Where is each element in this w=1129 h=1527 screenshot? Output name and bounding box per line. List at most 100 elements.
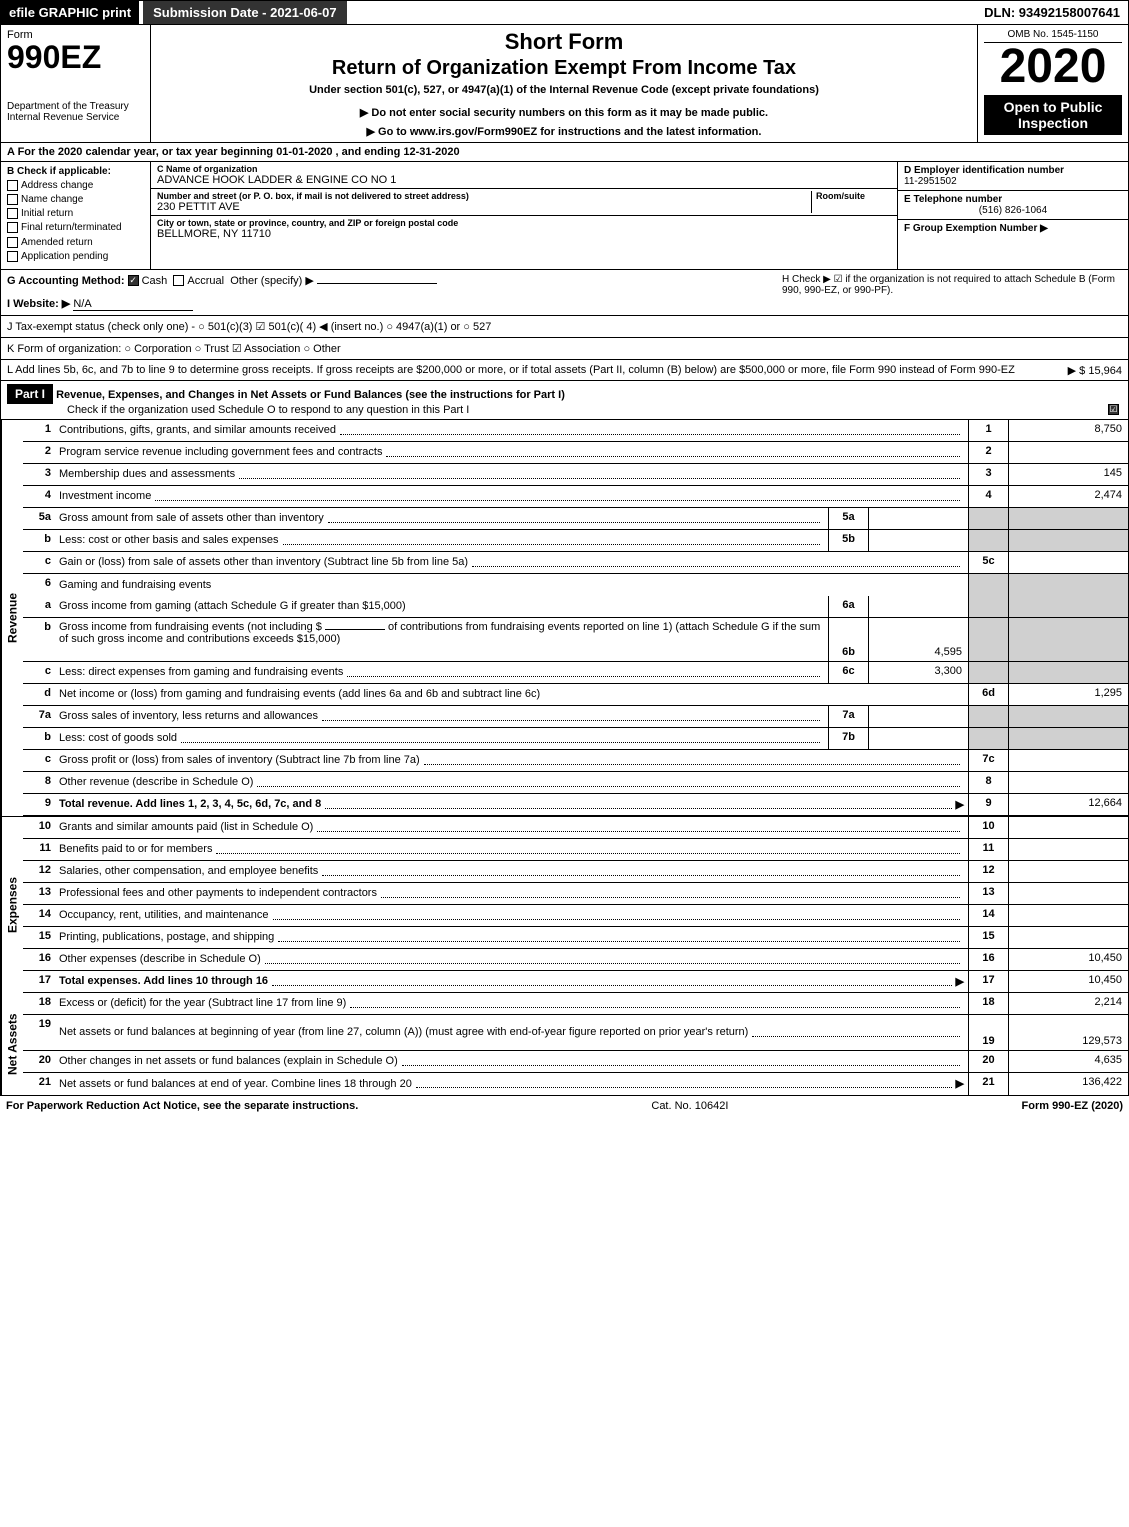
ln-sub-val (868, 596, 968, 617)
ln-ref: 21 (968, 1073, 1008, 1095)
line-21: 21 Net assets or fund balances at end of… (23, 1073, 1128, 1095)
part1-checkbox[interactable]: ☑ (1108, 404, 1119, 415)
ein-value: 11-2951502 (904, 176, 1122, 187)
ln-val: 8,750 (1008, 420, 1128, 441)
short-form-title: Short Form (159, 29, 969, 55)
ln-num: 6 (23, 574, 55, 596)
ln-val (1008, 905, 1128, 926)
ln-ref: 1 (968, 420, 1008, 441)
ln-num: 8 (23, 772, 55, 793)
ln-val: 10,450 (1008, 949, 1128, 970)
ln-ref: 15 (968, 927, 1008, 948)
ln-desc: Printing, publications, postage, and shi… (59, 931, 274, 943)
do-not-enter: ▶ Do not enter social security numbers o… (159, 106, 969, 119)
chk-final-return[interactable]: Final return/terminated (7, 222, 144, 233)
line-9: 9 Total revenue. Add lines 1, 2, 3, 4, 5… (23, 794, 1128, 816)
footer-center: Cat. No. 10642I (358, 1100, 1021, 1112)
ln-desc: Total revenue. Add lines 1, 2, 3, 4, 5c,… (59, 798, 321, 810)
l-text: L Add lines 5b, 6c, and 7b to line 9 to … (7, 364, 1015, 376)
line-6c: c Less: direct expenses from gaming and … (23, 662, 1128, 684)
ln-val-shade (1008, 530, 1128, 551)
ln-num: 2 (23, 442, 55, 463)
ln-val: 1,295 (1008, 684, 1128, 705)
chk-address-change[interactable]: Address change (7, 180, 144, 191)
c-city-label: City or town, state or province, country… (157, 218, 891, 228)
chk-label: Amended return (21, 237, 93, 248)
line-14: 14 Occupancy, rent, utilities, and maint… (23, 905, 1128, 927)
chk-label: Name change (21, 194, 83, 205)
ln-val (1008, 772, 1128, 793)
expenses-side-label: Expenses (1, 817, 23, 993)
ln-ref: 4 (968, 486, 1008, 507)
e-tel-row: E Telephone number (516) 826-1064 (898, 191, 1128, 220)
ln-ref: 2 (968, 442, 1008, 463)
ln-num: c (23, 750, 55, 771)
ln-sub-ref: 6b (828, 618, 868, 661)
ln-num: c (23, 662, 55, 683)
c-addr-label: Number and street (or P. O. box, if mail… (157, 191, 811, 201)
ln-val-shade (1008, 574, 1128, 596)
ln-desc: Grants and similar amounts paid (list in… (59, 821, 313, 833)
ln-desc: Net assets or fund balances at end of ye… (59, 1078, 412, 1090)
submission-date: Submission Date - 2021-06-07 (143, 1, 347, 24)
other-label: Other (specify) ▶ (230, 275, 314, 287)
ln-val (1008, 861, 1128, 882)
ln-desc: Gross profit or (loss) from sales of inv… (59, 754, 420, 766)
d-ein-row: D Employer identification number 11-2951… (898, 162, 1128, 191)
org-name: ADVANCE HOOK LADDER & ENGINE CO NO 1 (157, 174, 891, 186)
line-8: 8 Other revenue (describe in Schedule O)… (23, 772, 1128, 794)
line-7c: c Gross profit or (loss) from sales of i… (23, 750, 1128, 772)
ln-num: 13 (23, 883, 55, 904)
ln-val (1008, 817, 1128, 838)
ln-desc: Excess or (deficit) for the year (Subtra… (59, 997, 346, 1009)
ln-sub-val (868, 530, 968, 551)
expenses-section: Expenses 10 Grants and similar amounts p… (0, 816, 1129, 993)
ln-num: 12 (23, 861, 55, 882)
ln-desc-1: Gross income from fundraising events (no… (59, 621, 322, 633)
ln-desc: Program service revenue including govern… (59, 446, 382, 458)
ln-num: 17 (23, 971, 55, 992)
chk-cash[interactable]: ✓ (128, 275, 139, 286)
chk-label: Initial return (21, 208, 73, 219)
ln-val (1008, 927, 1128, 948)
chk-initial-return[interactable]: Initial return (7, 208, 144, 219)
chk-name-change[interactable]: Name change (7, 194, 144, 205)
ln-ref-shade (968, 530, 1008, 551)
ln-desc: Less: cost or other basis and sales expe… (59, 534, 279, 546)
ln-desc: Gross sales of inventory, less returns a… (59, 710, 318, 722)
arrow-icon: ▶ (956, 1077, 964, 1090)
ln-desc: Net assets or fund balances at beginning… (59, 1026, 748, 1038)
chk-amended-return[interactable]: Amended return (7, 237, 144, 248)
ln-val-shade (1008, 618, 1128, 661)
ln-ref: 11 (968, 839, 1008, 860)
footer-right: Form 990-EZ (2020) (1022, 1100, 1123, 1112)
ln-ref: 18 (968, 993, 1008, 1014)
group-label: F Group Exemption Number ▶ (904, 223, 1122, 234)
chk-application-pending[interactable]: Application pending (7, 251, 144, 262)
goto-link[interactable]: ▶ Go to www.irs.gov/Form990EZ for instru… (159, 125, 969, 138)
ln-num: 1 (23, 420, 55, 441)
efile-print-button[interactable]: efile GRAPHIC print (1, 1, 139, 24)
line-10: 10 Grants and similar amounts paid (list… (23, 817, 1128, 839)
netassets-side-label: Net Assets (1, 993, 23, 1095)
d-column: D Employer identification number 11-2951… (898, 162, 1128, 269)
ln-val: 136,422 (1008, 1073, 1128, 1095)
entity-block: B Check if applicable: Address change Na… (0, 162, 1129, 270)
other-input[interactable] (317, 283, 437, 284)
line-6: 6 Gaming and fundraising events (23, 574, 1128, 596)
line-19: 19 Net assets or fund balances at beginn… (23, 1015, 1128, 1051)
line-6d: d Net income or (loss) from gaming and f… (23, 684, 1128, 706)
l-amount: ▶ $ 15,964 (1068, 364, 1122, 377)
contrib-input[interactable] (325, 629, 385, 630)
ln-desc: Membership dues and assessments (59, 468, 235, 480)
part1-title: Revenue, Expenses, and Changes in Net As… (56, 389, 565, 401)
org-address: 230 PETTIT AVE (157, 201, 811, 213)
chk-accrual[interactable] (173, 275, 184, 286)
i-label: I Website: ▶ (7, 298, 70, 310)
line-4: 4 Investment income 4 2,474 (23, 486, 1128, 508)
ln-val: 129,573 (1008, 1015, 1128, 1050)
ln-desc: Benefits paid to or for members (59, 843, 212, 855)
ln-num: 9 (23, 794, 55, 815)
ln-ref-shade (968, 618, 1008, 661)
line-5a: 5a Gross amount from sale of assets othe… (23, 508, 1128, 530)
